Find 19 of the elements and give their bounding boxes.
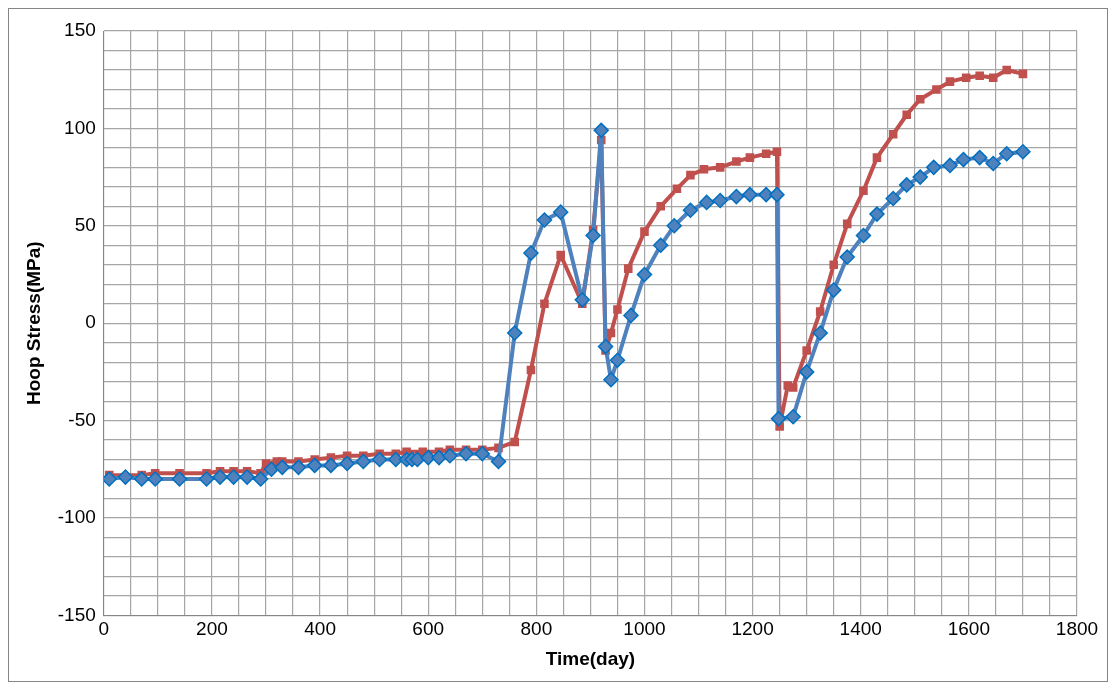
x-tick-label: 200 [196, 618, 228, 640]
y-tick-label: -50 [68, 408, 96, 430]
y-tick-label: -100 [57, 506, 96, 528]
y-tick-label: 100 [64, 116, 96, 138]
y-tick-label: 150 [64, 19, 96, 41]
y-tick-label: -150 [57, 603, 96, 625]
x-tick-label: 0 [98, 618, 110, 640]
x-tick-label: 800 [520, 618, 553, 640]
x-tick-label: 1400 [839, 618, 882, 640]
x-tick-label: 600 [412, 618, 445, 640]
x-axis-title: Time(day) [545, 647, 636, 669]
x-tick-label: 1800 [1055, 618, 1099, 640]
x-tick-label: 1200 [731, 618, 774, 640]
y-axis-title: Hoop Stress(MPa) [22, 241, 44, 406]
x-tick-label: 1600 [947, 618, 991, 640]
y-tick-label: 50 [74, 214, 96, 236]
x-tick-label: 400 [304, 618, 336, 640]
y-tick-label: 0 [85, 311, 96, 333]
x-tick-label: 1000 [623, 618, 666, 640]
